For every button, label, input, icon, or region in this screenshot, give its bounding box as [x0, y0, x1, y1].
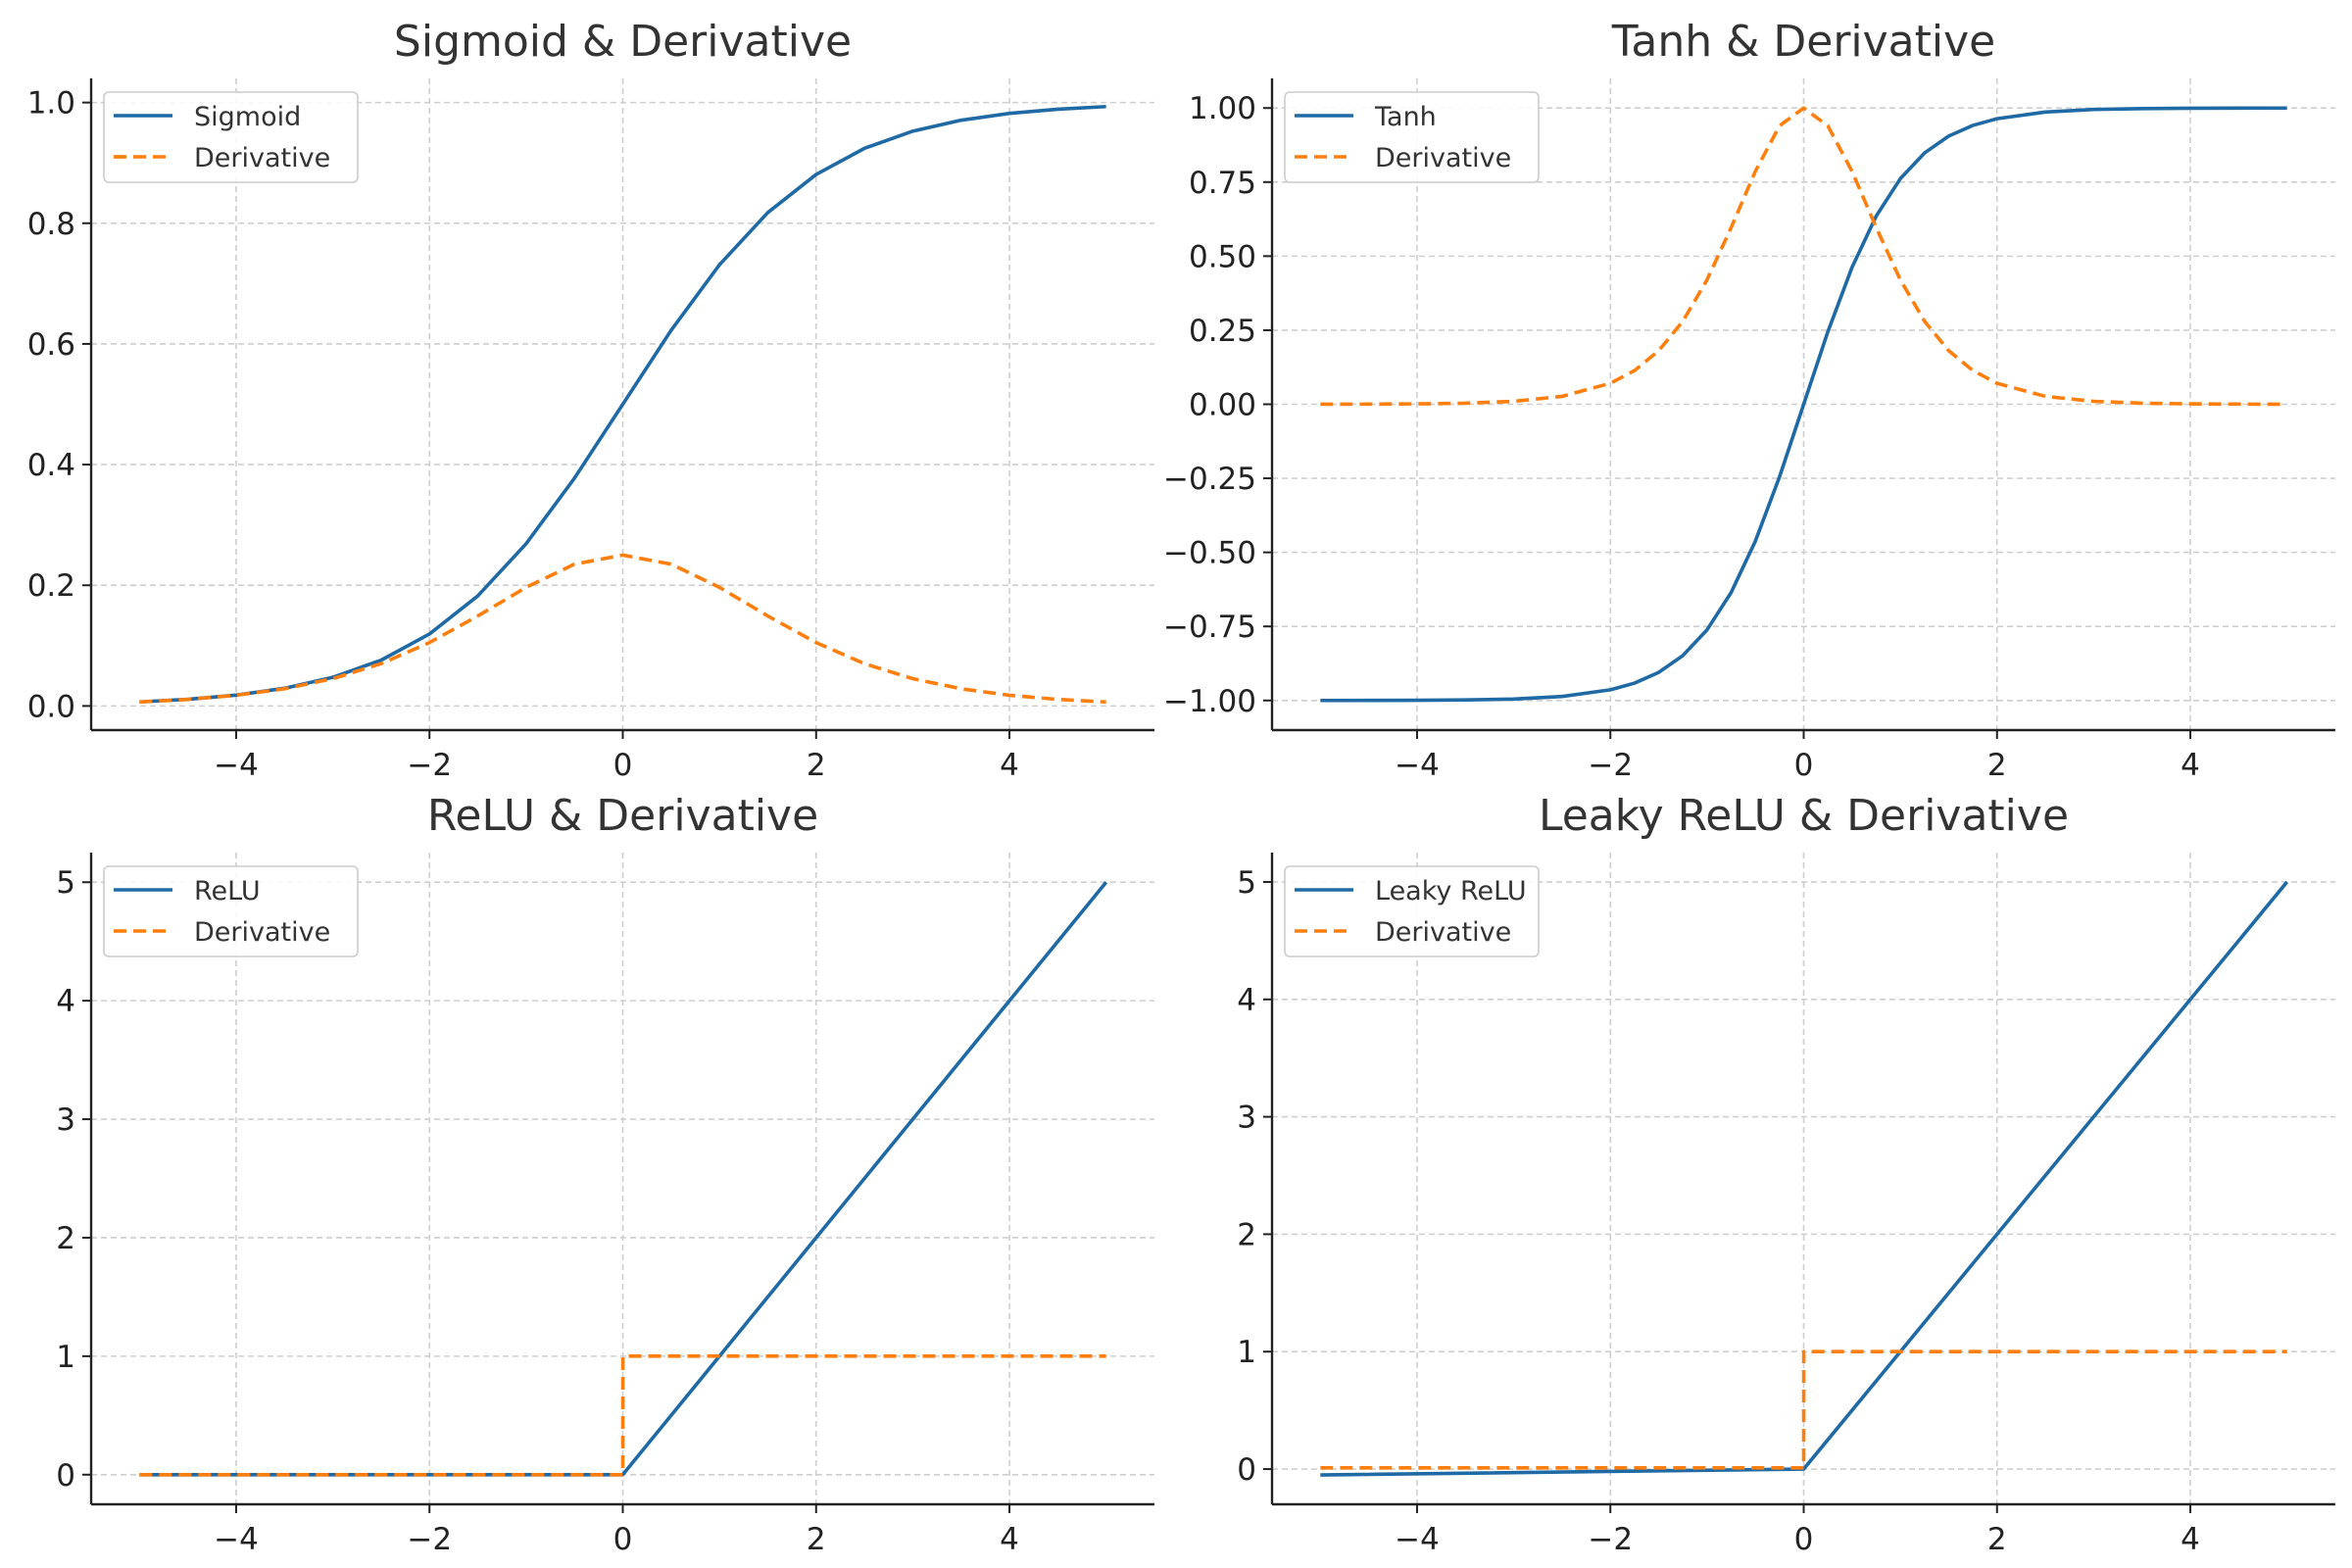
- x-tick-label: −2: [1588, 1522, 1633, 1557]
- x-tick-label: 2: [807, 748, 826, 783]
- y-tick-label: 4: [56, 984, 75, 1019]
- x-tick-label: 4: [2180, 748, 2200, 783]
- y-tick-label: 5: [56, 865, 75, 901]
- y-tick-label: 5: [1237, 865, 1256, 901]
- chart-sigmoid: −4 −2 0 2 4 0.0 0.2 0.4 0.6 0.8 1.0 Sigmoid & Deri…: [27, 17, 1154, 783]
- x-tick-label: 4: [2180, 1522, 2200, 1557]
- series-group: [1320, 880, 2289, 1477]
- y-tick-label: −0.75: [1163, 610, 1256, 645]
- y-tick-label: 0: [1237, 1452, 1256, 1488]
- chart-tanh: −4 −2 0 2 4 −1.00 −0.75 −0.50 −0.25 0.00 0.25 0.50 0…: [1163, 17, 2335, 783]
- axes: [82, 78, 1154, 739]
- x-tick-label: 4: [1000, 748, 1019, 783]
- chart-title: Leaky ReLU & Derivative: [1539, 791, 2069, 841]
- y-tick-label: 2: [56, 1221, 75, 1256]
- x-tick-label: −2: [407, 1522, 452, 1557]
- x-tick-label: −2: [1588, 748, 1633, 783]
- chart-title: ReLU & Derivative: [427, 791, 818, 841]
- y-tick-label: 0: [56, 1458, 75, 1494]
- legend-label-series-0: Leaky ReLU: [1375, 876, 1527, 906]
- y-tick-label: 2: [1237, 1217, 1256, 1252]
- x-tick-label: 2: [1987, 1522, 2007, 1557]
- series-line-derivative: [139, 553, 1106, 705]
- chart-relu: −4 −2 0 2 4 0 1 2 3 4 5 ReLU & Derivative ReLU Der…: [56, 791, 1154, 1557]
- y-tick-label: 0.75: [1189, 166, 1256, 201]
- legend: Sigmoid Derivative: [103, 91, 359, 183]
- legend-label-series-1: Derivative: [194, 917, 330, 948]
- series-line-function: [1320, 880, 2289, 1477]
- y-tick-label: 1.00: [1189, 91, 1256, 126]
- chart-title: Tanh & Derivative: [1611, 17, 1995, 67]
- chart-leaky-relu: −4 −2 0 2 4 0 1 2 3 4 5 Leaky ReLU & Derivative Le…: [1237, 791, 2335, 1557]
- axes: [82, 853, 1154, 1513]
- legend-label-series-1: Derivative: [1375, 143, 1511, 173]
- y-tick-label: 3: [56, 1102, 75, 1138]
- series-group: [139, 104, 1106, 705]
- legend: Leaky ReLU Derivative: [1284, 865, 1540, 957]
- x-tick-label: 0: [613, 748, 633, 783]
- legend: ReLU Derivative: [103, 865, 359, 957]
- x-tick-label: 0: [1794, 748, 1814, 783]
- x-tick-label: 2: [1987, 748, 2007, 783]
- y-tick-label: −0.25: [1163, 462, 1256, 497]
- y-tick-label: 0.0: [27, 689, 75, 724]
- x-tick-label: −4: [1395, 748, 1440, 783]
- legend-label-series-0: Tanh: [1374, 102, 1437, 132]
- axes: [1263, 853, 2335, 1513]
- y-tick-label: −0.50: [1163, 536, 1256, 571]
- legend-label-series-1: Derivative: [194, 143, 330, 173]
- x-tick-label: −2: [407, 748, 452, 783]
- tick-labels: −4 −2 0 2 4 0 1 2 3 4 5: [56, 865, 1019, 1557]
- tick-labels: −4 −2 0 2 4 0.0 0.2 0.4 0.6 0.8 1.0: [27, 86, 1019, 783]
- legend-label-series-1: Derivative: [1375, 917, 1511, 948]
- legend-label-series-0: Sigmoid: [194, 102, 301, 132]
- y-tick-label: 1: [1237, 1335, 1256, 1370]
- y-tick-label: 1.0: [27, 86, 75, 122]
- axes: [1263, 78, 2335, 739]
- y-tick-label: 0.8: [27, 207, 75, 242]
- x-tick-label: −4: [214, 748, 259, 783]
- series-line-derivative: [1320, 1349, 2287, 1470]
- y-tick-label: 1: [56, 1340, 75, 1375]
- x-tick-label: 4: [1000, 1522, 1019, 1557]
- series-line-derivative: [139, 1354, 1106, 1477]
- y-tick-label: 0.6: [27, 327, 75, 363]
- series-group: [1320, 106, 2287, 703]
- x-tick-label: 2: [807, 1522, 826, 1557]
- y-tick-label: 4: [1237, 983, 1256, 1018]
- y-tick-label: 3: [1237, 1101, 1256, 1136]
- y-tick-label: 0.2: [27, 568, 75, 604]
- y-tick-label: −1.00: [1163, 684, 1256, 719]
- y-tick-label: 0.00: [1189, 388, 1256, 423]
- legend: Tanh Derivative: [1284, 91, 1540, 183]
- x-tick-label: 0: [613, 1522, 633, 1557]
- legend-label-series-0: ReLU: [194, 876, 261, 906]
- y-tick-label: 0.50: [1189, 239, 1256, 274]
- tick-labels: −4 −2 0 2 4 −1.00 −0.75 −0.50 −0.25 0.00 0.25 0.50 0…: [1163, 91, 2200, 783]
- x-tick-label: 0: [1794, 1522, 1814, 1557]
- series-line-derivative: [1320, 106, 2287, 407]
- series-group: [139, 881, 1108, 1477]
- x-tick-label: −4: [1395, 1522, 1440, 1557]
- chart-title: Sigmoid & Derivative: [394, 17, 852, 67]
- x-tick-label: −4: [214, 1522, 259, 1557]
- tick-labels: −4 −2 0 2 4 0 1 2 3 4 5: [1237, 865, 2200, 1557]
- series-line-function: [1320, 106, 2287, 703]
- y-tick-label: 0.4: [27, 448, 75, 483]
- y-tick-label: 0.25: [1189, 314, 1256, 349]
